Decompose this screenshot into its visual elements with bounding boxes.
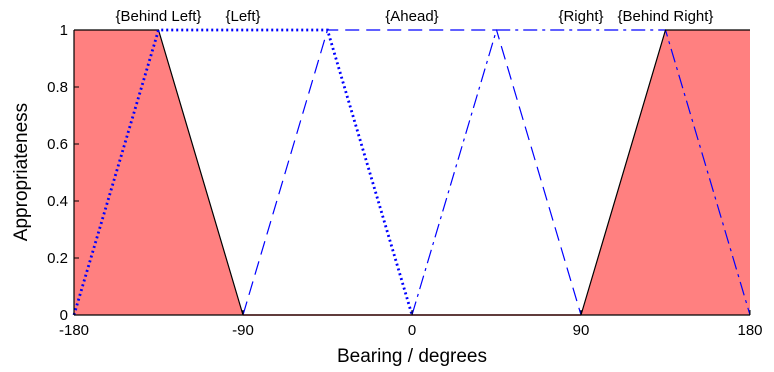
labels-layer: {Behind Left} {Left} {Ahead} {Right} {Behind… <box>116 8 714 25</box>
y-tick-label: 1 <box>60 22 68 39</box>
y-tick-label: 0.6 <box>47 136 68 153</box>
region-label-right: {Right} <box>558 8 603 25</box>
x-tick-label: 180 <box>737 322 762 339</box>
x-axis-title: Bearing / degrees <box>337 346 487 367</box>
area-behind-left <box>74 30 243 315</box>
x-tick-label: -90 <box>232 322 254 339</box>
y-tick-label: 0 <box>60 307 68 324</box>
fill-layer <box>74 30 750 315</box>
region-label-behind-left: {Behind Left} <box>116 8 202 25</box>
x-tick-label: -180 <box>59 322 89 339</box>
axes-layer: -180 -90 0 90 180 0 0.2 0.4 0.6 0.8 1 <box>47 22 762 339</box>
region-label-behind-right: {Behind Right} <box>618 8 714 25</box>
x-tick-label: 90 <box>573 322 590 339</box>
area-behind-right <box>581 30 750 315</box>
series-line-behind-left <box>74 29 244 316</box>
series-line-left <box>72 28 414 316</box>
series-line-ahead <box>242 29 582 316</box>
region-label-left: {Left} <box>225 8 260 25</box>
series-line-behind-right <box>580 29 750 316</box>
y-tick-label: 0.2 <box>47 250 68 267</box>
series-line-right <box>411 29 751 316</box>
x-tick-label: 0 <box>408 322 416 339</box>
y-tick-label: 0.4 <box>47 193 68 210</box>
y-tick-label: 0.8 <box>47 79 68 96</box>
region-label-ahead: {Ahead} <box>385 8 438 25</box>
y-axis-title: Appropriateness <box>11 103 32 241</box>
